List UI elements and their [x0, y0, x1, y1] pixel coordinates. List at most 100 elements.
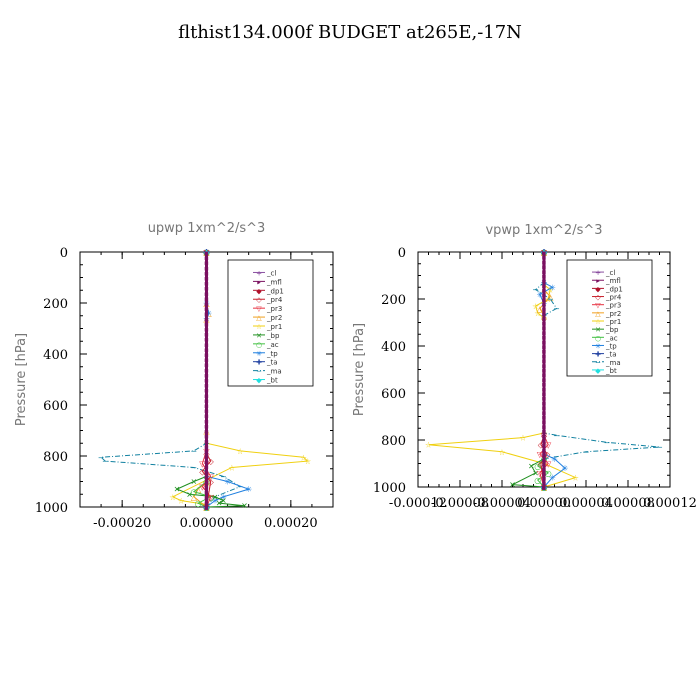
- series-point-cl: +: [541, 483, 548, 492]
- center-marker: ▪: [542, 451, 547, 459]
- series-point-bp: ✕: [532, 469, 539, 478]
- center-marker: ▪: [542, 343, 547, 351]
- series-point-bp: ✕: [220, 497, 227, 506]
- series-point-bp: ✕: [528, 462, 535, 471]
- series-point-bt: ◆: [541, 483, 548, 492]
- center-marker: ▪: [204, 315, 209, 323]
- center-marker: ▪: [542, 461, 547, 469]
- y-tick-label: 200: [381, 293, 406, 308]
- center-marker: ▪: [204, 397, 209, 405]
- legend-marker: ✚: [595, 351, 601, 359]
- legend: + _cl ▸ _mfl ◆ _dp1 ◇ _pr4 ▽ _pr3 △ _pr2 ☆ _pr1 ✕ _bp ○ _…: [227, 259, 314, 387]
- legend-label: _ac: [266, 341, 279, 349]
- series-point-pr1: ☆: [532, 302, 539, 311]
- center-marker: ▪: [542, 362, 547, 370]
- center-marker: ▪: [204, 351, 209, 359]
- legend-marker: ◆: [595, 367, 601, 375]
- legend-box: [227, 259, 314, 387]
- legend-label: _pr2: [605, 310, 621, 318]
- center-marker: ▪: [204, 366, 209, 374]
- center-marker: ▪: [542, 258, 547, 266]
- center-marker: ▪: [204, 468, 209, 476]
- center-marker: ▪: [542, 381, 547, 389]
- center-marker: ▪: [542, 320, 547, 328]
- legend-label: _bp: [605, 326, 619, 334]
- center-marker: ▪: [204, 438, 209, 446]
- center-marker: ▪: [204, 417, 209, 425]
- series-point-pr1: ☆: [237, 447, 244, 456]
- series-point-tp: ✳: [220, 493, 227, 502]
- center-marker: ▪: [542, 268, 547, 276]
- center-marker: ▪: [204, 489, 209, 497]
- legend-label: _cl: [605, 269, 615, 277]
- legend-box: [566, 259, 653, 377]
- legend-label: _pr3: [605, 302, 621, 310]
- series-point-ac: ○: [545, 469, 552, 478]
- center-marker: ▪: [542, 432, 547, 440]
- legend: + _cl ▸ _mfl ◆ _dp1 ◇ _pr4 ▽ _pr3 △ _pr2 ☆ _pr1 ✕ _bp ○ _…: [566, 259, 653, 377]
- series-line-bp: [175, 252, 245, 508]
- legend-marker: ▸: [596, 277, 600, 285]
- legend-marker: ─: [256, 368, 262, 376]
- series-point-pr2: △: [537, 304, 544, 313]
- center-marker: ▪: [542, 437, 547, 445]
- center-marker: ▪: [204, 254, 209, 262]
- series-point-tp: ✳: [212, 497, 219, 506]
- center-marker: ▪: [204, 275, 209, 283]
- legend-marker: ☆: [595, 318, 601, 326]
- series-line-ma: [99, 252, 242, 508]
- legend-label: _ta: [266, 359, 278, 367]
- center-marker: ▪: [204, 371, 209, 379]
- series-point-pr1: ☆: [540, 483, 547, 492]
- center-marker: ▪: [204, 392, 209, 400]
- series-point-tp: ✳: [549, 283, 556, 292]
- center-marker: ▪: [542, 254, 547, 262]
- center-marker: ▪: [542, 277, 547, 285]
- series-point-pr3: ▽: [545, 460, 552, 469]
- series-point-bp: ✕: [216, 499, 223, 508]
- series-point-pr1: ☆: [547, 286, 554, 295]
- chart-panel-1: upwp 1xm^2/s^3 Pressure [hPa] 0 200 400 600 80…: [14, 221, 334, 531]
- center-marker: ▪: [542, 484, 547, 492]
- center-marker: ▪: [542, 371, 547, 379]
- center-marker: ▪: [542, 324, 547, 332]
- series-point-pr1: ☆: [572, 474, 579, 483]
- legend-label: _ta: [605, 351, 617, 359]
- x-tick-label: 0.00020: [264, 516, 318, 531]
- series-point-pr3: ▽: [545, 441, 552, 450]
- legend-label: _pr4: [266, 296, 283, 304]
- center-marker: ▪: [204, 346, 209, 354]
- center-marker: ▪: [542, 249, 547, 257]
- legend-label: _mfl: [266, 278, 282, 286]
- legend-marker: △: [595, 310, 601, 318]
- series-point-tp: ✳: [541, 483, 548, 492]
- series-point-pr3: ▽: [199, 483, 206, 492]
- series-point-pr4: ◇: [538, 441, 545, 450]
- series-point-bp: ✕: [509, 481, 516, 490]
- series-point-tp: ✳: [536, 290, 543, 299]
- legend-marker: ▽: [256, 305, 262, 313]
- series-point-ma: ─: [212, 493, 218, 502]
- center-marker: ▪: [542, 357, 547, 365]
- page-title: flthist134.000f BUDGET at265E,-17N: [178, 22, 522, 43]
- center-marker: ▪: [542, 456, 547, 464]
- legend-label: _ac: [605, 334, 618, 342]
- series-point-pr4: ◇: [208, 478, 215, 487]
- series-point-ma: ─: [237, 483, 243, 492]
- y-tick-label: 0: [60, 246, 68, 261]
- legend-marker: ✳: [595, 342, 601, 350]
- series-point-pr3: ▽: [541, 483, 548, 492]
- x-tick-label: -0.00004: [473, 496, 531, 511]
- x-tick-label: -0.00020: [93, 516, 151, 531]
- legend-marker: ▸: [257, 278, 261, 286]
- center-marker: ▪: [542, 315, 547, 323]
- series-point-dp1: ◆: [541, 483, 548, 492]
- center-marker: ▪: [542, 273, 547, 281]
- series-point-pr2: △: [191, 493, 198, 502]
- series-point-bp: ✕: [174, 485, 181, 494]
- legend-marker: ◆: [256, 287, 262, 295]
- center-marker: ▪: [542, 404, 547, 412]
- center-marker: ▪: [542, 428, 547, 436]
- series-point-tp: ✳: [245, 485, 252, 494]
- x-tick-label: -0.00008: [431, 496, 489, 511]
